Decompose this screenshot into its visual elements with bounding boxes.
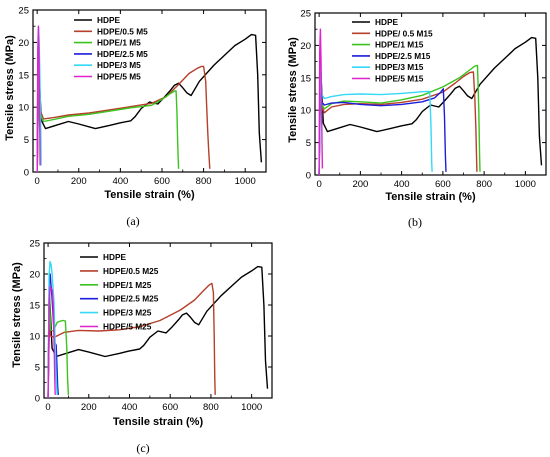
- series-line-1: [318, 36, 543, 176]
- series-line-1: [36, 33, 263, 173]
- x-tick-label: 0: [316, 179, 321, 190]
- x-tick-label: 200: [71, 176, 87, 187]
- x-tick-label: 600: [162, 402, 178, 413]
- y-axis-title: Tensile stress (MPa): [11, 262, 23, 368]
- legend-label: HDPE/5 M15: [375, 74, 424, 84]
- x-tick-label: 1000: [241, 402, 262, 413]
- y-tick-label: 15: [29, 301, 40, 312]
- x-axis-title: Tensile strain (%): [385, 191, 476, 203]
- y-tick-label: 5: [306, 138, 311, 149]
- legend-label: HDPE/5 M25: [103, 322, 152, 332]
- panel-label: (c): [136, 441, 149, 455]
- y-tick-label: 5: [24, 135, 29, 146]
- x-tick-label: 400: [112, 176, 128, 187]
- legend-label: HDPE/3 M25: [103, 308, 152, 318]
- y-tick-label: 0: [24, 168, 29, 179]
- legend: HDPE HDPE/0.5 M25 HDPE/1 M25 HDPE/2.5 M25 HD…: [80, 252, 159, 332]
- series-line-5: [47, 260, 58, 399]
- y-tick-label: 20: [300, 41, 311, 52]
- y-tick-label: 0: [306, 171, 311, 182]
- y-tick-label: 10: [18, 103, 29, 114]
- series-line-3: [47, 285, 70, 399]
- series-line-5: [318, 64, 433, 176]
- y-tick-label: 15: [18, 70, 29, 81]
- legend-label: HDPE: [375, 17, 399, 27]
- y-tick-label: 25: [300, 9, 311, 20]
- y-tick-label: 20: [29, 270, 40, 281]
- chart-panel-3: 0 5 10 15 20 25 0 200 400 600 800 1000 Tensile stres…: [11, 239, 273, 455]
- legend-label: HDPE/3 M15: [375, 62, 424, 72]
- x-tick-label: 800: [196, 176, 212, 187]
- legend-label: HDPE: [103, 252, 127, 262]
- x-axis-title: Tensile strain (%): [104, 189, 195, 201]
- x-tick-label: 400: [122, 402, 138, 413]
- y-tick-label: 25: [18, 6, 29, 17]
- y-tick-label: 20: [18, 38, 29, 49]
- x-tick-label: 0: [35, 176, 40, 187]
- y-tick-label: 15: [300, 73, 311, 84]
- x-axis-title: Tensile strain (%): [113, 416, 204, 428]
- series-line-1: [47, 265, 269, 399]
- panel-label: (b): [408, 215, 422, 229]
- x-tick-label: 1000: [235, 176, 256, 187]
- series-line-3: [318, 57, 481, 176]
- legend-label: HDPE/0.5 M5: [97, 26, 148, 36]
- legend-label: HDPE: [97, 15, 121, 25]
- y-axis-title: Tensile stress (MPa): [4, 35, 16, 141]
- series-line-6: [36, 25, 41, 173]
- series-line-4: [318, 64, 447, 176]
- chart-panel-2: 0 5 10 15 20 25 0 200 400 600 800 1000 Tensile stres…: [287, 9, 547, 229]
- y-tick-label: 0: [35, 394, 40, 405]
- legend-label: HDPE/3 M5: [97, 60, 141, 70]
- y-axis-title: Tensile stress (MPa): [287, 37, 299, 143]
- legend-label: HDPE/1 M15: [375, 40, 424, 50]
- plot-frame: [32, 9, 267, 173]
- x-tick-label: 0: [45, 402, 50, 413]
- panel-label: (a): [126, 214, 139, 228]
- series-line-3: [36, 54, 180, 173]
- y-tick-label: 5: [35, 363, 40, 374]
- y-tick-label: 10: [29, 332, 40, 343]
- legend-label: HDPE/1 M5: [97, 38, 141, 48]
- legend-label: HDPE/5 M5: [97, 72, 141, 82]
- series-line-2: [318, 64, 478, 176]
- y-tick-label: 25: [29, 239, 40, 250]
- legend-label: HDPE/2.5 M5: [97, 49, 148, 59]
- x-tick-label: 800: [476, 179, 492, 190]
- chart-panel-1: 0 5 10 15 20 25 0 200 400 600 800 1000 Tensile stres…: [4, 6, 267, 228]
- x-tick-label: 800: [203, 402, 219, 413]
- x-tick-label: 400: [394, 179, 410, 190]
- x-tick-label: 200: [352, 179, 368, 190]
- legend-label: HDPE/0.5 M25: [103, 266, 159, 276]
- x-tick-label: 600: [435, 179, 451, 190]
- x-tick-label: 1000: [515, 179, 536, 190]
- series-line-6: [47, 285, 56, 399]
- x-tick-label: 600: [154, 176, 170, 187]
- legend-label: HDPE/2.5 M25: [103, 294, 159, 304]
- legend-label: HDPE/2.5 M15: [375, 51, 431, 61]
- y-tick-label: 10: [300, 106, 311, 117]
- legend-label: HDPE/1 M25: [103, 280, 152, 290]
- x-tick-label: 200: [81, 402, 97, 413]
- legend-label: HDPE/ 0.5 M15: [375, 28, 433, 38]
- series-line-6: [318, 28, 324, 176]
